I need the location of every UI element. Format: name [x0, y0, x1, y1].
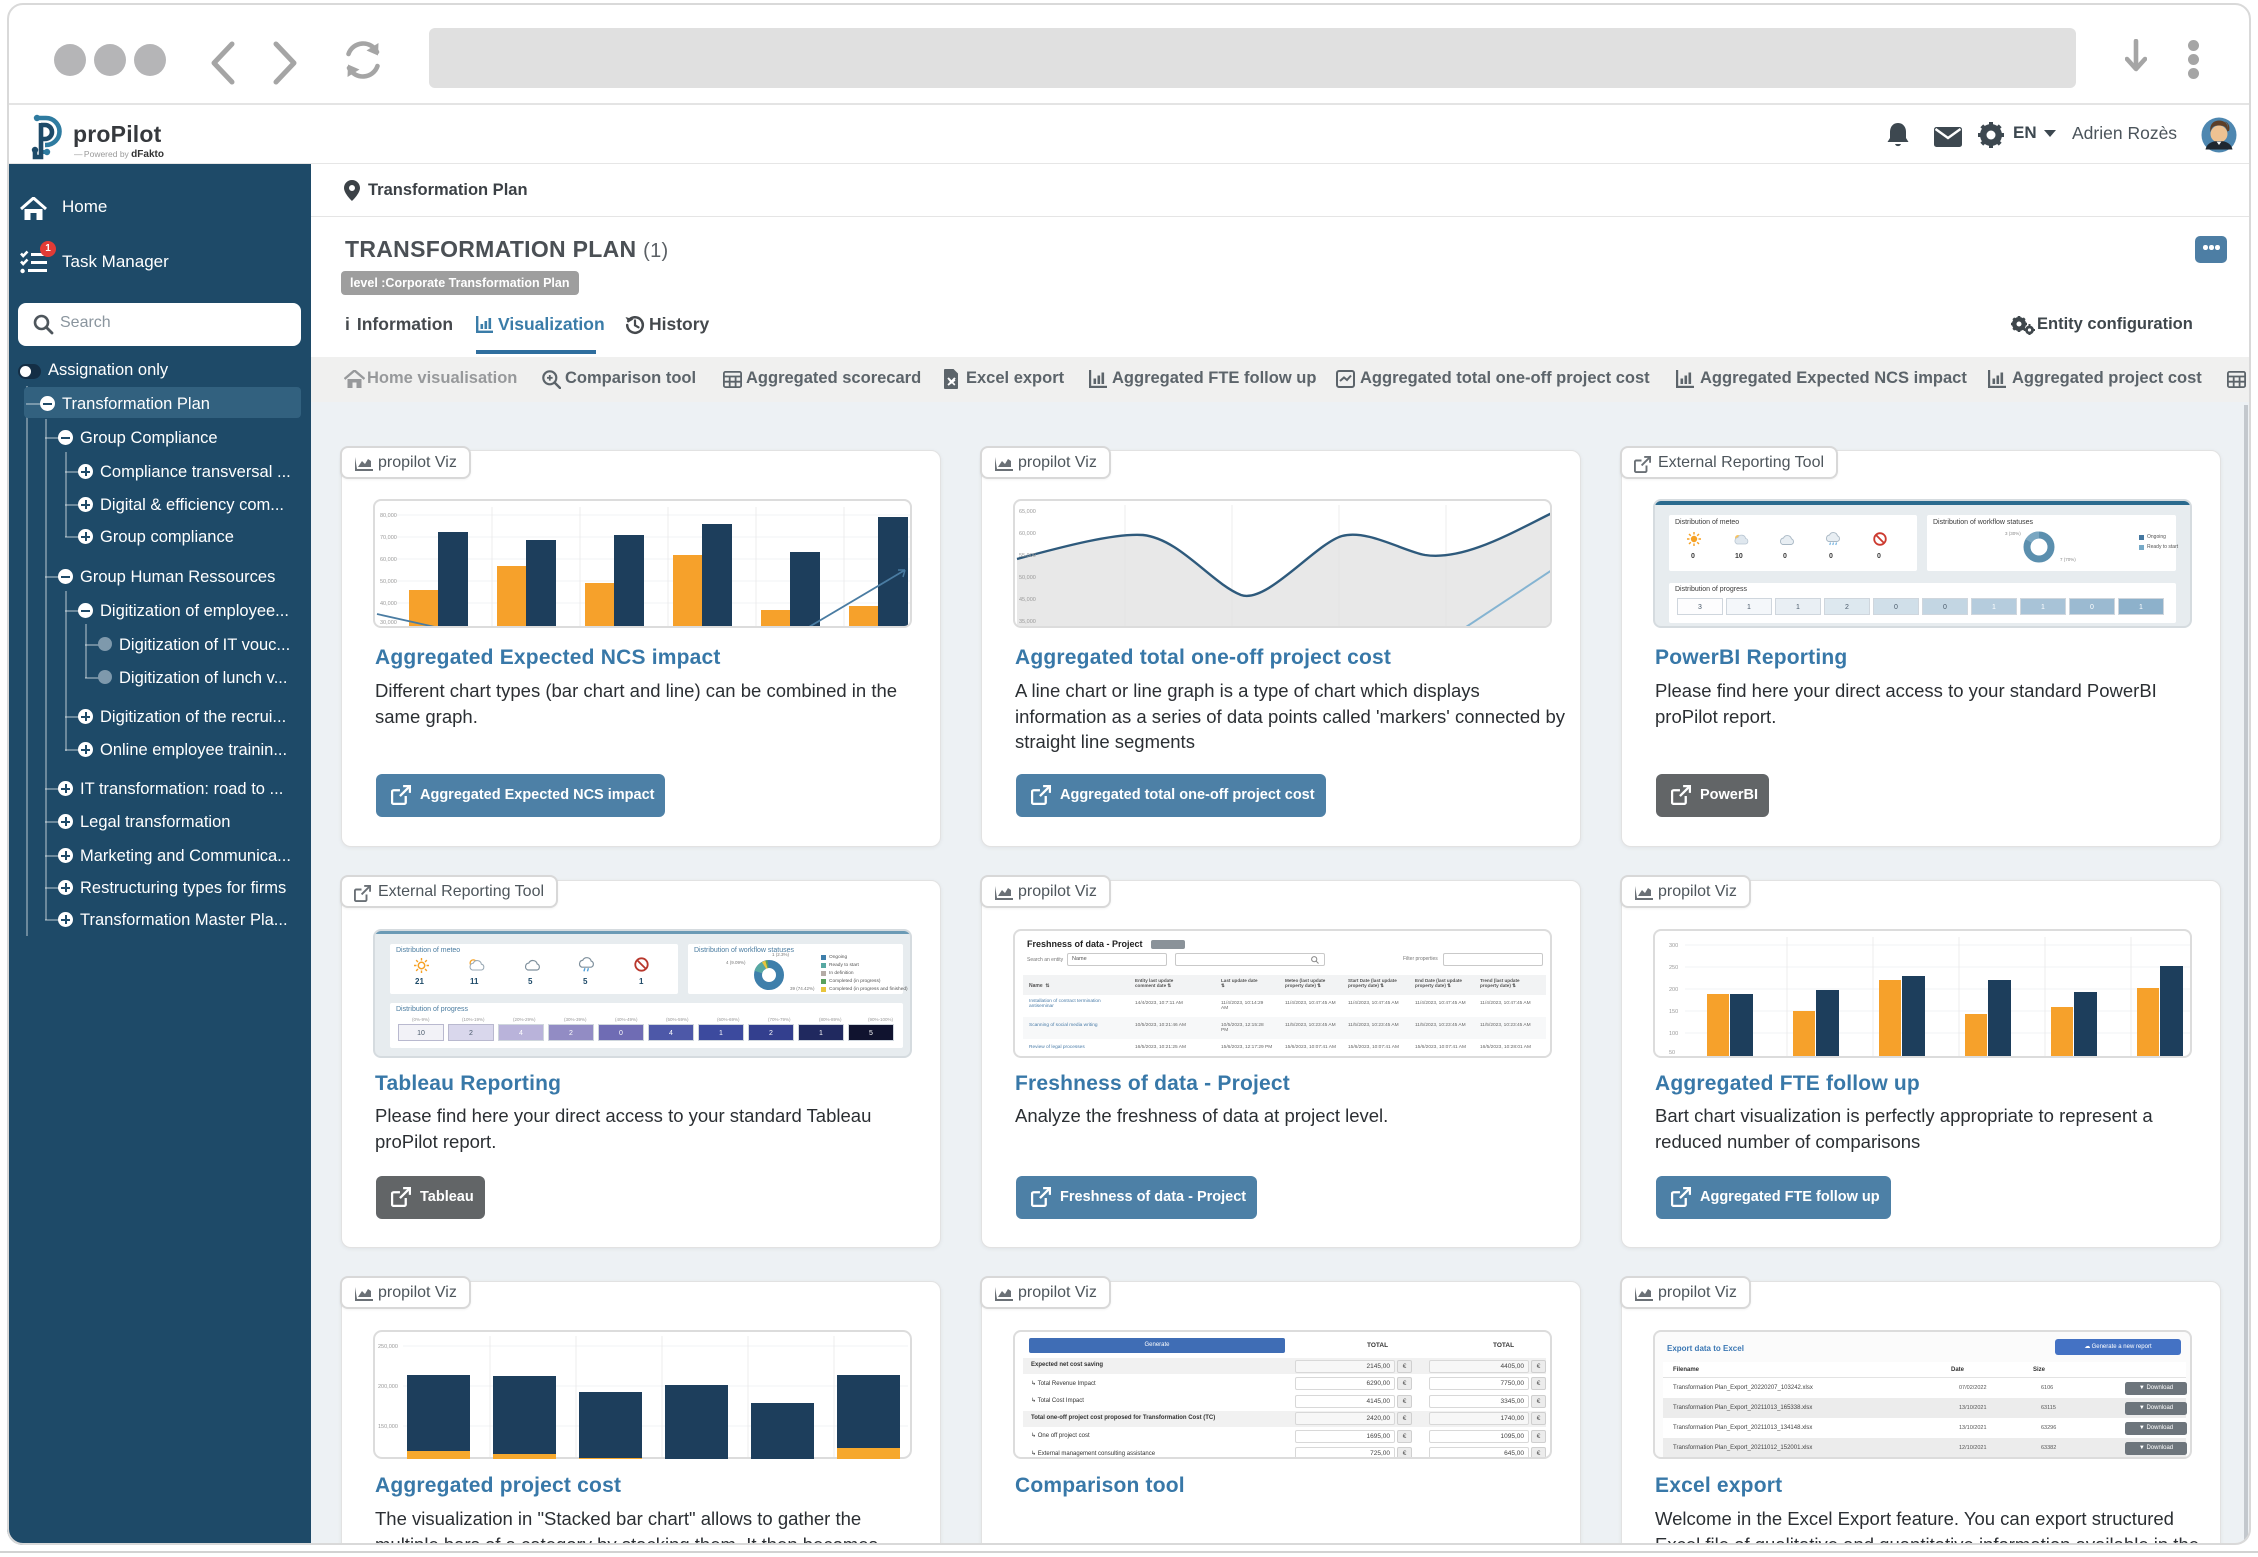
svg-text:150,000: 150,000 [378, 1424, 398, 1430]
svg-text:40,000: 40,000 [380, 601, 397, 607]
svg-text:70,000: 70,000 [380, 535, 397, 541]
svg-text:50,000: 50,000 [1019, 575, 1036, 581]
svg-text:55,000: 55,000 [1019, 553, 1036, 559]
svg-text:250,000: 250,000 [378, 1344, 398, 1350]
svg-text:300: 300 [1669, 943, 1678, 949]
svg-text:30,000: 30,000 [380, 620, 397, 626]
svg-text:80,000: 80,000 [380, 513, 397, 519]
svg-text:150: 150 [1669, 1009, 1678, 1015]
svg-text:100: 100 [1669, 1031, 1678, 1037]
svg-text:60,000: 60,000 [380, 557, 397, 563]
svg-text:250: 250 [1669, 965, 1678, 971]
svg-text:60,000: 60,000 [1019, 531, 1036, 537]
svg-text:65,000: 65,000 [1019, 509, 1036, 515]
svg-text:200: 200 [1669, 987, 1678, 993]
svg-text:35,000: 35,000 [1019, 619, 1036, 625]
svg-text:45,000: 45,000 [1019, 597, 1036, 603]
svg-text:200,000: 200,000 [378, 1384, 398, 1390]
svg-text:50: 50 [1669, 1050, 1675, 1056]
svg-text:50,000: 50,000 [380, 579, 397, 585]
